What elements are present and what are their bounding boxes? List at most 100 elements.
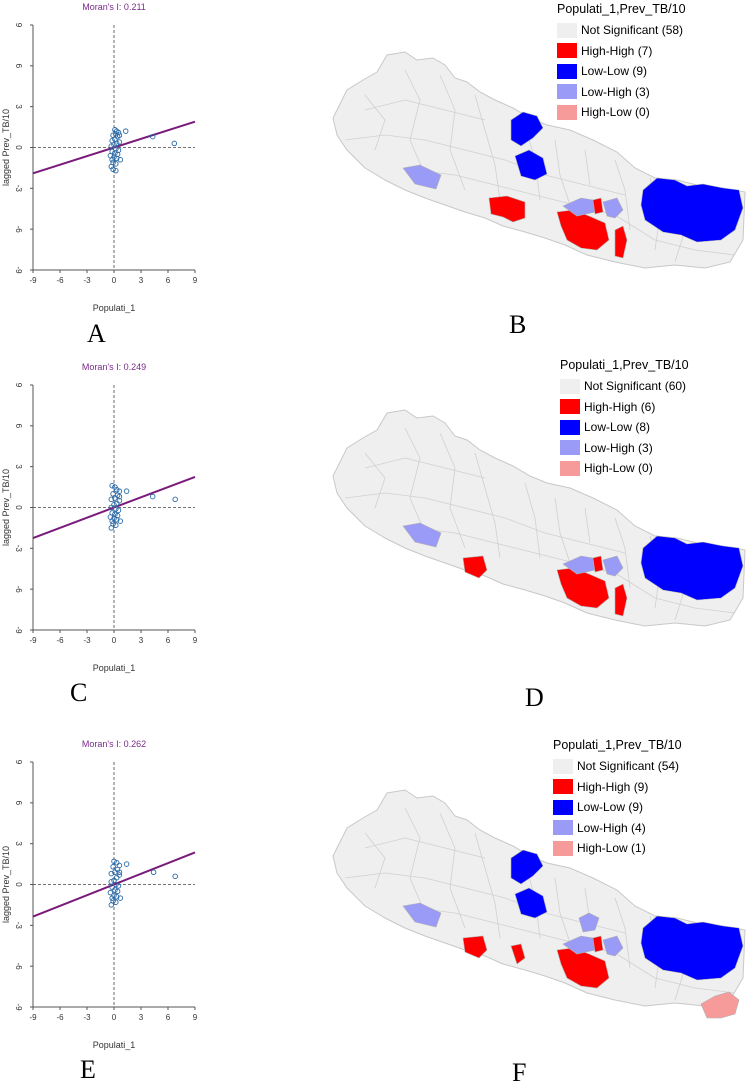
x-axis-label: Populati_1 [93,1040,136,1050]
low-high-region [578,912,600,933]
y-tick-label: 0 [14,505,23,510]
district-boundary [439,74,466,191]
data-point [116,493,123,500]
data-point [109,518,115,524]
legend-title: Populati_1,Prev_TB/10 [553,738,682,752]
data-point [111,515,117,522]
panel-label-f: F [512,1058,527,1087]
data-point [115,883,122,889]
low-low-region [514,887,548,919]
high-low-region [700,991,740,1019]
moran-scatter-c: Moran's I: 0.249 -9 -6 -3 0 3 6 9 -9 -6 -3 0 3 6 9 Popu… [1,362,198,673]
data-point [122,128,129,134]
high-high-region [488,195,526,223]
x-tick-label: -9 [29,276,37,285]
x-tick-label: 3 [139,276,144,285]
data-point [113,131,119,137]
district-boundary [364,837,486,859]
legend-b: Populati_1,Prev_TB/10 Not Significant (5… [557,2,686,123]
legend-item: Low-Low (9) [557,61,686,82]
legend-swatch [557,43,577,59]
legend-item: High-High (6) [560,397,689,418]
x-tick-label: -6 [56,636,64,645]
data-point [149,133,156,140]
y-tick-label: -6 [14,586,23,594]
high-high-region [462,935,488,959]
district-boundary [344,872,626,934]
y-tick-label: -3 [14,545,23,553]
legend-item: High-Low (0) [557,102,686,123]
y-tick-label: 9 [14,760,23,765]
panel-label-b: B [509,310,527,339]
x-tick-label: -9 [29,1013,37,1022]
x-axis-label: Populati_1 [93,303,136,313]
district-boundary [614,159,631,231]
y-tick-label: 6 [14,424,23,429]
legend-item: Not Significant (58) [557,20,686,41]
data-point [110,166,116,173]
x-tick-label: 6 [166,276,171,285]
district-boundary [439,432,466,549]
x-tick-label: -3 [83,1013,91,1022]
x-tick-label: 6 [166,1013,171,1022]
x-tick-label: 9 [193,636,198,645]
data-point [112,484,118,490]
y-axis-label: lagged Prev_TB/10 [1,469,11,546]
data-point [172,496,178,503]
y-tick-label: -9 [14,1003,23,1011]
panel-label-d: D [525,683,544,712]
data-point [117,156,124,163]
legend-swatch [553,758,573,774]
data-point [109,156,115,163]
legend-item: Low-High (4) [553,818,682,839]
data-point [113,881,119,888]
low-high-region [602,197,624,219]
chart-title: Moran's I: 0.249 [82,362,146,372]
district-boundary [344,134,626,196]
data-point [116,139,123,145]
data-point [108,870,115,877]
data-point [108,525,115,531]
district-boundary [404,69,426,176]
y-tick-label: 9 [14,383,23,388]
legend-title: Populati_1,Prev_TB/10 [560,358,689,372]
data-point [111,858,117,865]
x-tick-label: -6 [56,1013,64,1022]
chart-title: Moran's I: 0.211 [82,2,146,12]
y-tick-label: 0 [14,145,23,150]
y-tick-label: -3 [14,922,23,930]
moran-scatter-a: Moran's I: 0.211 -9 -6 -3 0 3 6 9 -9 -6 -3 0 3 6 9 Popu… [1,2,198,313]
legend-swatch [560,419,580,435]
data-point [110,864,116,870]
district-boundary [524,482,541,559]
district-boundary [474,452,501,559]
y-tick-label: 3 [14,104,23,109]
data-point [171,140,178,147]
y-axis-label: lagged Prev_TB/10 [1,109,11,186]
y-tick-label: 0 [14,882,23,887]
data-point [109,895,115,901]
district-boundary [584,149,591,186]
low-low-region [640,535,744,601]
high-high-region [592,935,604,953]
high-high-region [592,197,604,215]
low-high-region [402,164,442,190]
data-point [113,874,120,881]
data-point [108,163,115,170]
legend-item: Not Significant (54) [553,756,682,777]
legend-f: Populati_1,Prev_TB/10 Not Significant (5… [553,738,682,859]
legend-swatch [557,22,577,38]
x-tick-label: 9 [193,276,198,285]
panel-label-c: C [70,678,88,707]
low-low-region [514,149,548,181]
district-boundary [584,507,591,544]
data-point [115,507,122,513]
district-boundary [404,427,426,534]
y-tick-label: 6 [14,801,23,806]
legend-swatch [553,779,573,795]
district-boundary [364,452,386,509]
data-point [111,154,117,160]
regression-line [32,851,196,918]
legend-d: Populati_1,Prev_TB/10 Not Significant (6… [560,358,689,479]
district-boundary [554,877,571,944]
